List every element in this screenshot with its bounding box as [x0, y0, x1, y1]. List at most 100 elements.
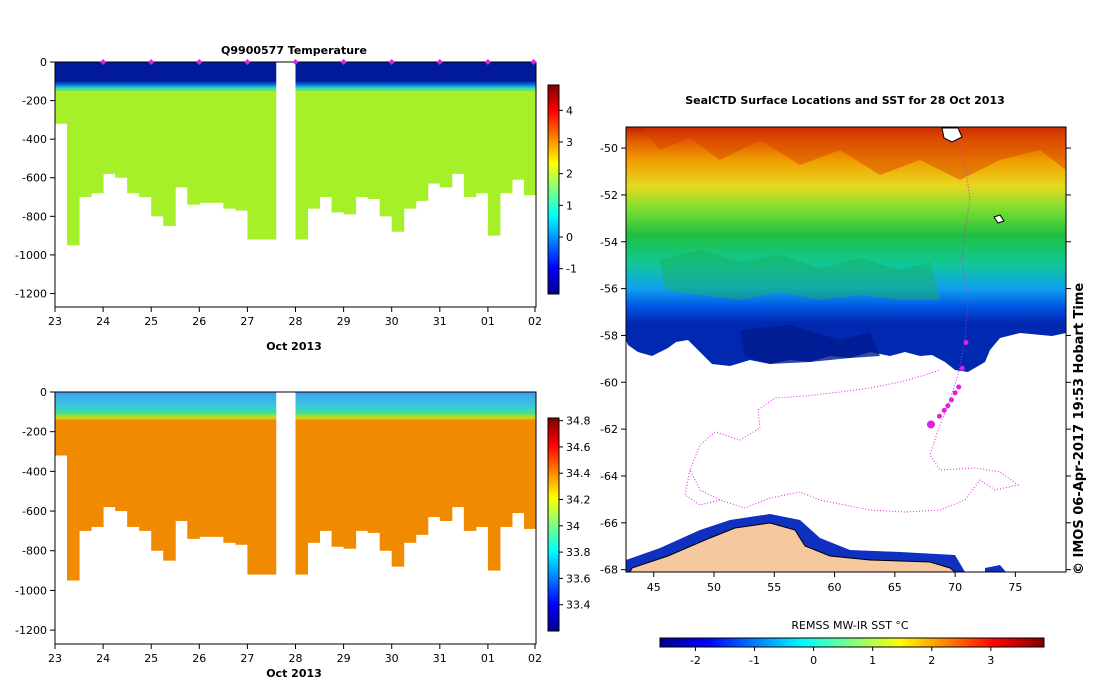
- profile-column: [487, 89, 501, 236]
- y-tick-label: 0: [40, 56, 47, 69]
- profile-column: [523, 417, 537, 529]
- profile-marker: [530, 59, 537, 65]
- surface-location: [941, 407, 947, 413]
- y-tick-label: -600: [22, 505, 47, 518]
- salinity-sections: [55, 392, 537, 644]
- salinity-colorbar: [547, 417, 560, 632]
- temperature-panel: Q9900577 Temperature 0 -200 -400 -600 -800 -1…: [15, 44, 577, 353]
- y-tick-label: -1200: [15, 287, 47, 300]
- profile-column: [451, 417, 465, 508]
- profile-column: [331, 417, 345, 547]
- sst-field: [626, 127, 1066, 372]
- profile-column: [403, 89, 417, 209]
- x-tick-label: 60: [828, 581, 842, 594]
- profile-column: [127, 417, 140, 527]
- profile-column: [103, 89, 116, 174]
- profile-column: [487, 417, 501, 571]
- x-tick-label: 24: [96, 315, 110, 328]
- data-gap: [276, 392, 296, 644]
- x-tick-label: 45: [647, 581, 661, 594]
- profile-column: [259, 417, 272, 575]
- antarctica-coast: [626, 514, 1006, 573]
- profile-column: [511, 89, 525, 180]
- x-tick-label: 29: [337, 315, 351, 328]
- profile-marker: [244, 59, 251, 65]
- profile-column: [403, 417, 417, 543]
- x-tick-label: 26: [192, 652, 206, 665]
- kerguelen-island: [941, 127, 963, 143]
- cool-streaks: [660, 250, 940, 300]
- y-tick-label: -1000: [15, 584, 47, 597]
- y-tick-label: -200: [22, 95, 47, 108]
- y-tick-label: -1000: [15, 249, 47, 262]
- x-tick-label: 23: [48, 652, 62, 665]
- y-tick-label: -52: [600, 189, 618, 202]
- surface-location: [963, 339, 969, 345]
- profile-column: [67, 89, 80, 246]
- x-tick-label: 55: [767, 581, 781, 594]
- y-tick-label: -66: [600, 517, 618, 530]
- x-tick-label: 28: [289, 652, 303, 665]
- y-tick-label: -800: [22, 545, 47, 558]
- colorbar-tick-label: 1: [869, 654, 876, 667]
- y-tick-label: -60: [600, 376, 618, 389]
- profile-column: [379, 89, 393, 217]
- x-tick-label: 27: [240, 652, 254, 665]
- y-tick-label: -58: [600, 329, 618, 342]
- profile-column: [91, 417, 104, 527]
- profile-column: [391, 417, 405, 567]
- y-tick-label: -800: [22, 210, 47, 223]
- profile-column: [103, 417, 116, 508]
- profile-column: [307, 417, 321, 543]
- profile-column: [79, 89, 92, 198]
- y-tick-label: -50: [600, 142, 618, 155]
- profile-column: [223, 89, 236, 209]
- profile-column: [223, 417, 236, 543]
- imos-footer: © IMOS 06-Apr-2017 19:53 Hobart Time: [1072, 283, 1087, 575]
- colorbar-tick-label: -2: [690, 654, 701, 667]
- salinity-colorbar-ticks: 34.8 34.6 34.4 34.2 34 33.8 33.6 33.4: [559, 415, 591, 612]
- profile-column: [175, 89, 188, 188]
- x-tick-label: 30: [385, 315, 399, 328]
- seal-track-dotted: [684, 139, 1020, 513]
- profile-column: [247, 417, 260, 575]
- surface-location: [926, 420, 935, 429]
- y-tick-label: -1200: [15, 624, 47, 637]
- profile-column: [115, 89, 128, 178]
- y-tick-label: -200: [22, 426, 47, 439]
- profile-column: [199, 417, 212, 537]
- profile-column: [259, 89, 272, 240]
- sst-map-x-axis: 45 50 55 60 65 70 75: [647, 572, 1022, 594]
- profile-column: [463, 89, 477, 198]
- x-tick-label: 25: [144, 652, 158, 665]
- x-tick-label: 28: [289, 315, 303, 328]
- x-tick-label: 25: [144, 315, 158, 328]
- x-tick-label: 31: [433, 652, 447, 665]
- y-tick-label: -62: [600, 423, 618, 436]
- sst-map-y-axis: -50 -52 -54 -56 -58 -60 -62 -64 -66 -68: [600, 142, 1071, 577]
- profile-column: [187, 89, 200, 205]
- x-tick-label: 02: [528, 652, 542, 665]
- profile-column: [331, 89, 345, 213]
- profile-column: [499, 89, 513, 194]
- profile-column: [511, 417, 525, 514]
- colorbar-tick-label: -1: [749, 654, 760, 667]
- profile-column: [115, 417, 128, 512]
- profile-marker: [292, 59, 299, 65]
- heard-island: [993, 214, 1005, 224]
- x-tick-label: 24: [96, 652, 110, 665]
- temperature-x-axis: 23 24 25 26 27 28 29 30 31 01 02: [48, 307, 542, 328]
- profile-column: [367, 417, 381, 533]
- profile-column: [307, 89, 321, 209]
- profile-column: [427, 417, 441, 518]
- antarctica-land: [629, 522, 957, 573]
- profile-column: [427, 89, 441, 184]
- profile-column: [355, 89, 369, 198]
- x-tick-label: 27: [240, 315, 254, 328]
- profile-column: [235, 417, 248, 545]
- colorbar-tick-label: 3: [566, 136, 573, 149]
- colorbar-tick-label: 33.6: [566, 572, 591, 585]
- profile-column: [79, 417, 92, 531]
- temperature-title: Q9900577 Temperature: [221, 44, 367, 57]
- x-tick-label: 65: [888, 581, 902, 594]
